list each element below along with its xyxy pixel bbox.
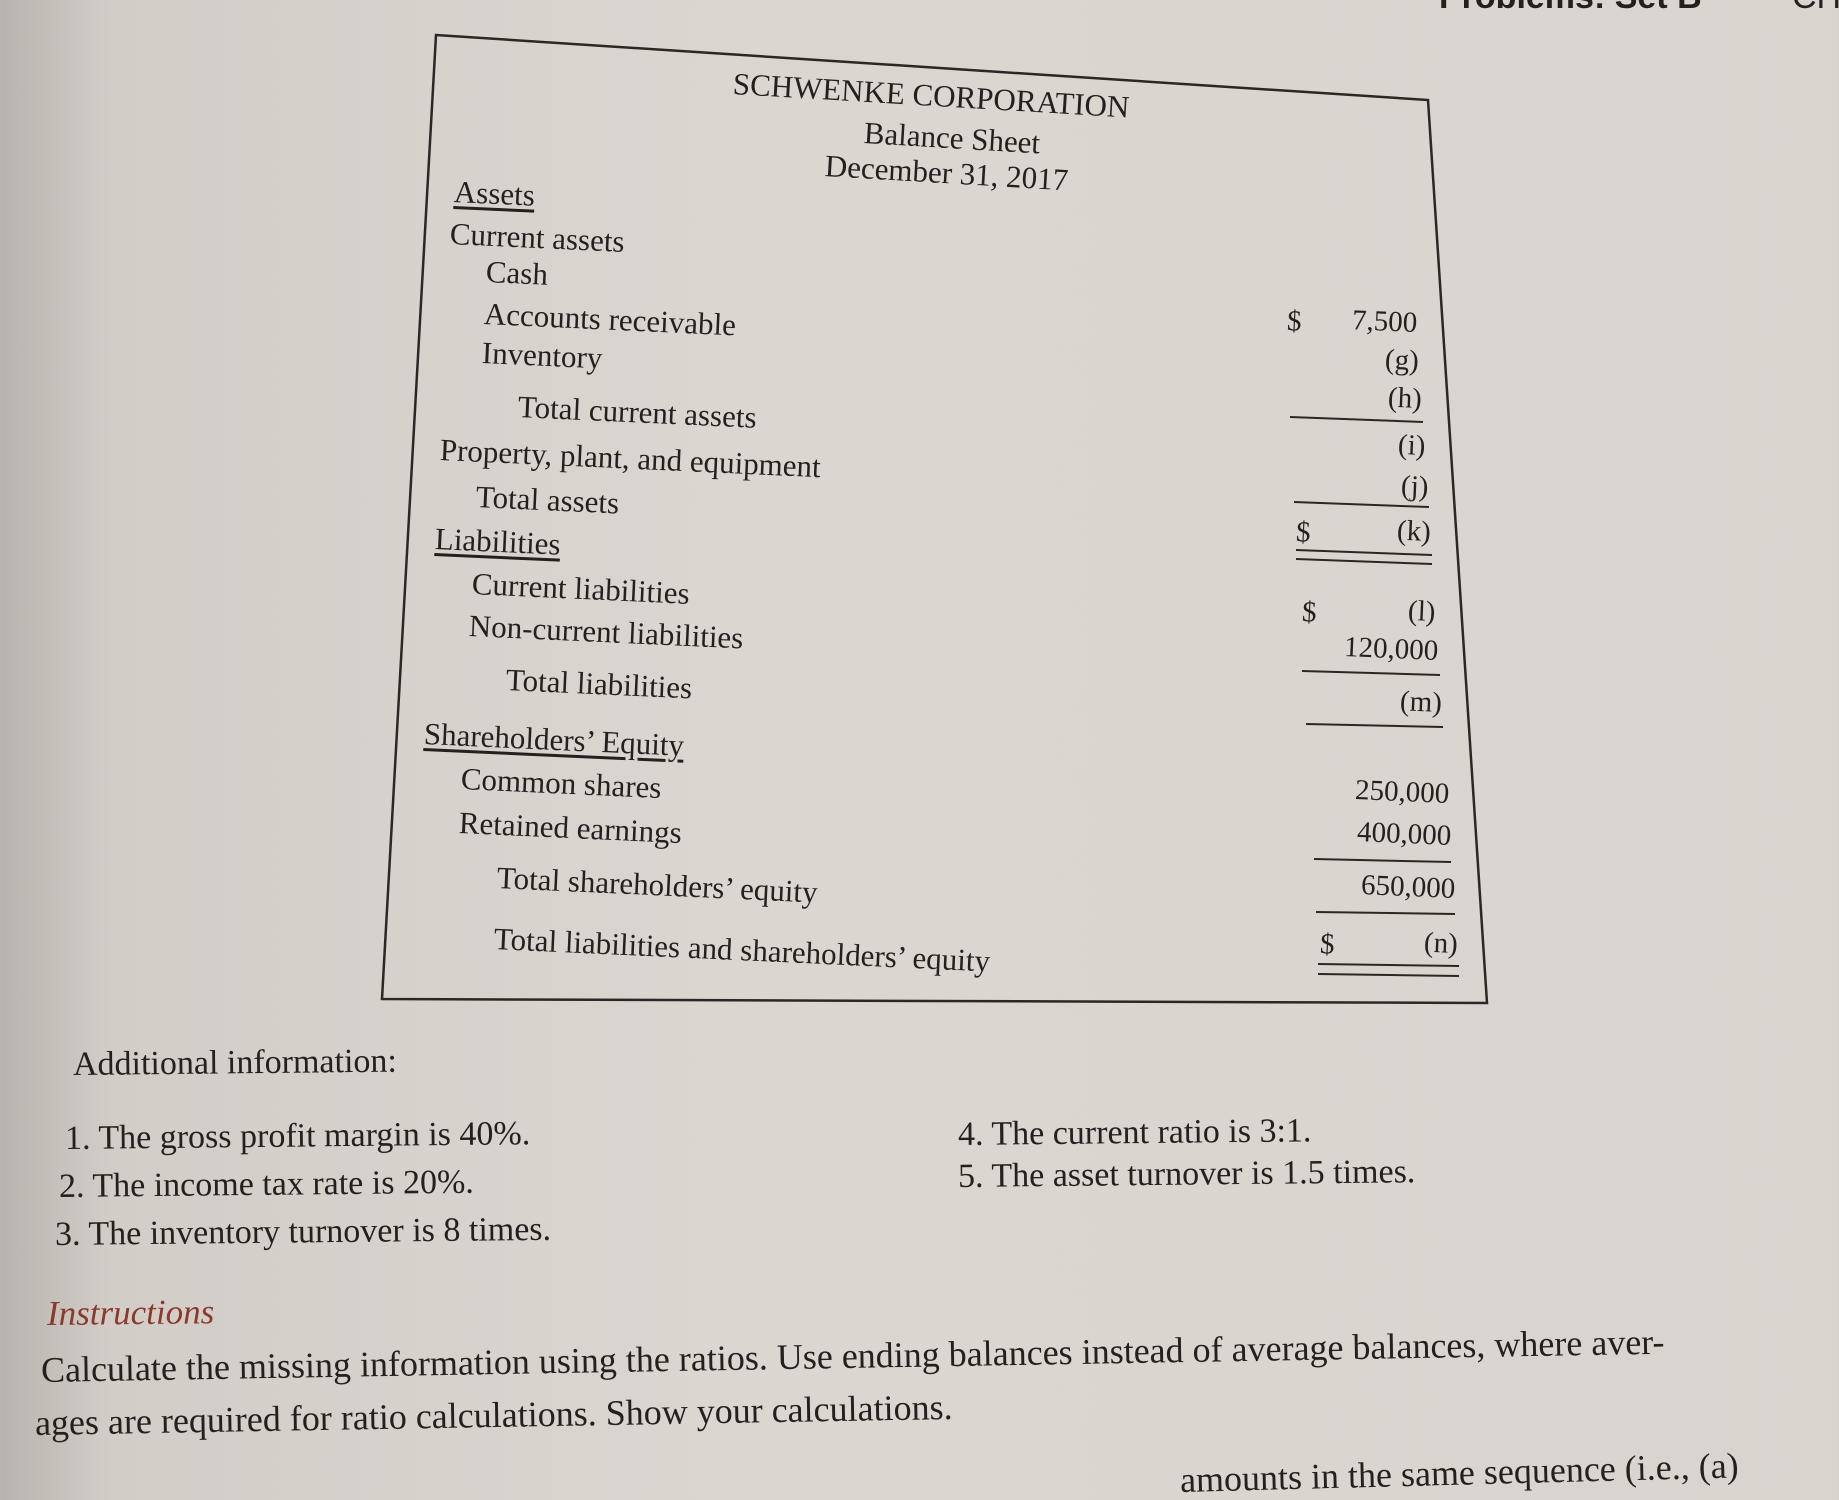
info-item: 5. The asset turnover is 1.5 times. [957, 1153, 1416, 1195]
total-liabilities-value: (m) [1399, 685, 1443, 719]
total-assets-value: (k) [1396, 514, 1432, 548]
assets-heading: Assets [453, 174, 536, 213]
current-liabilities-currency: $ [1301, 596, 1318, 629]
current-liabilities-value: (l) [1407, 594, 1436, 628]
total-equity-value: 650,000 [1360, 869, 1456, 905]
info-item: 3. The inventory turnover is 8 times. [54, 1210, 552, 1253]
info-item: 1. The gross profit margin is 40%. [64, 1115, 531, 1157]
cash-value: 7,500 [1351, 304, 1418, 339]
total-liabilities-label: Total liabilities [505, 662, 693, 706]
page-section-header: Problems: Set B [1439, 0, 1702, 14]
total-current-assets-value: (i) [1397, 428, 1426, 462]
current-assets-label: Current assets [449, 216, 626, 259]
cash-currency: $ [1286, 305, 1303, 338]
noncurrent-liabilities-value: 120,000 [1343, 631, 1439, 667]
instructions-heading: Instructions [46, 1292, 215, 1333]
cash-label: Cash [485, 254, 549, 292]
additional-info-heading: Additional information: [72, 1042, 398, 1083]
ppe-value: (j) [1400, 469, 1429, 503]
total-liab-equity-value: (n) [1423, 926, 1459, 960]
retained-earnings-value: 400,000 [1356, 816, 1452, 852]
common-shares-value: 250,000 [1354, 774, 1450, 810]
total-assets-currency: $ [1295, 516, 1312, 549]
total-assets-label: Total assets [475, 479, 620, 521]
total-liab-equity-currency: $ [1319, 928, 1336, 961]
inventory-value: (h) [1387, 381, 1423, 415]
accounts-receivable-value: (g) [1384, 343, 1420, 377]
common-shares-label: Common shares [460, 761, 663, 806]
inventory-label: Inventory [481, 335, 604, 376]
liabilities-heading: Liabilities [434, 521, 562, 562]
info-item: 2. The income tax rate is 20%. [58, 1163, 474, 1205]
chapter-header: CH [1792, 0, 1839, 14]
info-item: 4. The current ratio is 3:1. [957, 1112, 1312, 1153]
